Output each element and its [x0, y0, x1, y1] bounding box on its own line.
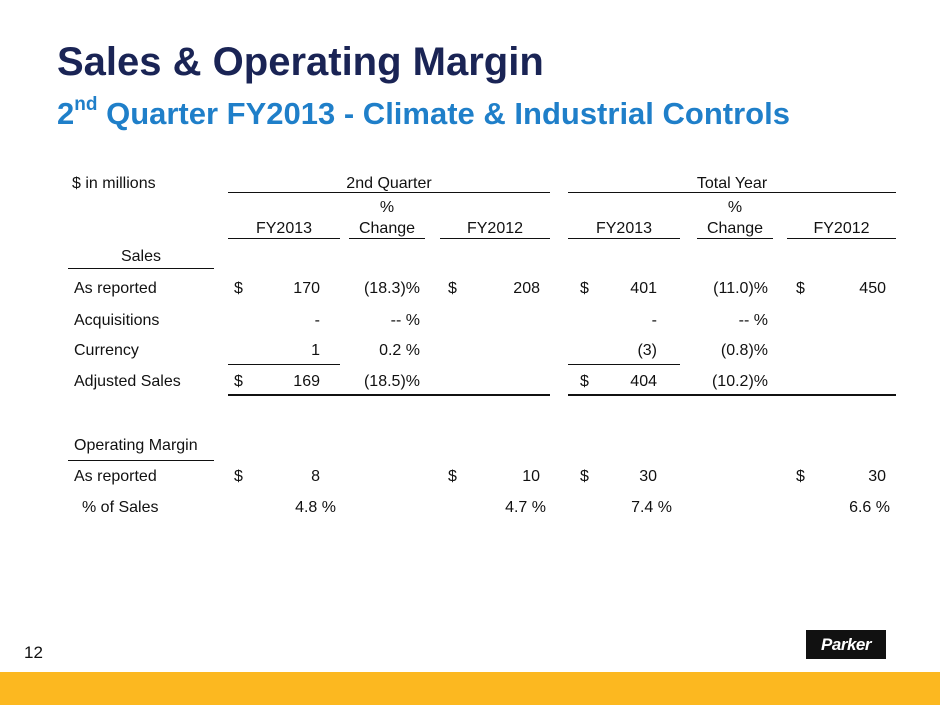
cell-y-change: (10.2)% [711, 373, 768, 390]
dollar-sign: $ [448, 280, 457, 297]
subtotal-line [568, 364, 680, 365]
cell-q-fy2013: 1 [311, 342, 320, 359]
dollar-sign: $ [234, 468, 243, 485]
col-header-fy2013-q2: FY2013 [255, 220, 313, 237]
cell-q-fy2013: 8 [311, 468, 320, 485]
col-underline [697, 238, 773, 239]
row-label: Acquisitions [74, 312, 160, 329]
cell-y-change: -- % [738, 312, 768, 329]
cell-q-change: (18.5)% [363, 373, 420, 390]
cell-y-fy2013: 401 [630, 280, 657, 297]
dollar-sign: $ [234, 280, 243, 297]
cell-y-change: (11.0)% [713, 280, 768, 297]
col-pct-symbol-q2: % [379, 199, 395, 216]
col-header-fy2012-q2: FY2012 [466, 220, 524, 237]
subtitle-ordinal: nd [74, 94, 98, 115]
col-header-fy2012-year: FY2012 [813, 220, 870, 237]
cell-y-fy2013: 404 [630, 373, 657, 390]
group-underline-year [568, 192, 896, 193]
col-underline [349, 238, 425, 239]
cell-y-fy2012: 30 [868, 468, 886, 485]
slide-title: Sales & Operating Margin [57, 40, 544, 84]
col-header-change-q2: Change [358, 220, 416, 237]
footer-bar [0, 672, 940, 705]
dollar-sign: $ [234, 373, 243, 390]
cell-q-fy2012: 10 [522, 468, 540, 485]
dollar-sign: $ [580, 373, 589, 390]
section-underline [68, 460, 214, 461]
cell-q-change: 0.2 % [379, 342, 420, 359]
units-label: $ in millions [72, 175, 156, 192]
cell-y-change: (0.8)% [720, 342, 768, 359]
dollar-sign: $ [448, 468, 457, 485]
row-label: As reported [74, 468, 157, 485]
dollar-sign: $ [580, 280, 589, 297]
group-underline-q2 [228, 192, 550, 193]
cell-q-fy2012: 208 [513, 280, 540, 297]
total-line-year [568, 394, 896, 396]
row-label: Currency [74, 342, 139, 359]
row-label: Adjusted Sales [74, 373, 181, 390]
total-line-q2 [228, 394, 550, 396]
cell-y-fy2013: - [651, 312, 657, 329]
col-pct-symbol-year: % [727, 199, 743, 216]
dollar-sign: $ [796, 468, 805, 485]
section-operating-margin: Operating Margin [74, 437, 198, 454]
col-underline [568, 238, 680, 239]
col-underline [440, 238, 550, 239]
cell-y-fy2012: 450 [859, 280, 886, 297]
cell-q-fy2012: 4.7 % [505, 499, 546, 516]
cell-q-fy2013: - [314, 312, 320, 329]
slide-subtitle: 2nd Quarter FY2013 - Climate & Industria… [57, 94, 790, 132]
section-sales: Sales [120, 248, 162, 265]
col-underline [228, 238, 340, 239]
page-number: 12 [24, 643, 43, 662]
cell-q-fy2013: 170 [293, 280, 320, 297]
parker-logo: Parker [806, 630, 886, 659]
col-underline [787, 238, 896, 239]
cell-q-change: -- % [390, 312, 420, 329]
cell-y-fy2013: 7.4 % [631, 499, 672, 516]
section-underline [68, 268, 214, 269]
subtitle-text: Quarter FY2013 - Climate & Industrial Co… [97, 96, 790, 131]
row-label: As reported [74, 280, 157, 297]
cell-y-fy2013: 30 [639, 468, 657, 485]
cell-y-fy2013: (3) [637, 342, 657, 359]
cell-q-fy2013: 169 [293, 373, 320, 390]
cell-q-fy2013: 4.8 % [295, 499, 336, 516]
cell-q-change: (18.3)% [363, 280, 420, 297]
subtotal-line [228, 364, 340, 365]
group-header-total-year: Total Year [696, 175, 768, 192]
col-header-change-year: Change [706, 220, 764, 237]
dollar-sign: $ [580, 468, 589, 485]
cell-y-fy2012: 6.6 % [849, 499, 890, 516]
col-header-fy2013-year: FY2013 [595, 220, 653, 237]
group-header-2nd-quarter: 2nd Quarter [346, 175, 432, 192]
dollar-sign: $ [796, 280, 805, 297]
subtitle-number: 2 [57, 96, 75, 131]
row-label: % of Sales [82, 499, 159, 516]
